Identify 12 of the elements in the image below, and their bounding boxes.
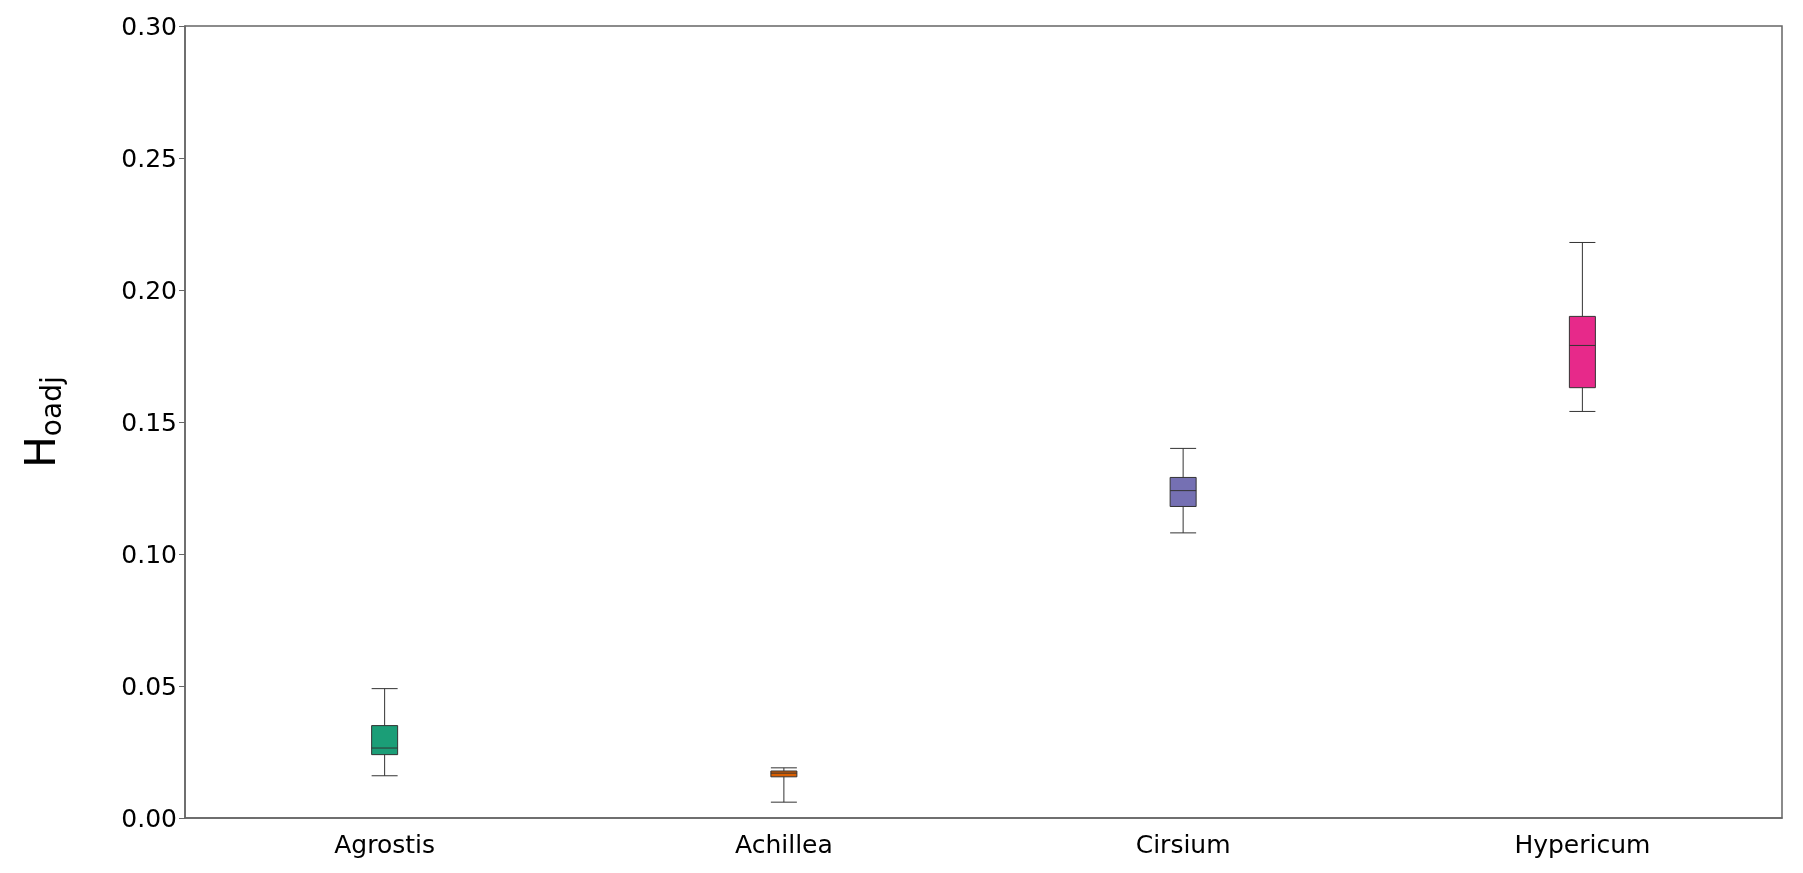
x-tick-label: Hypericum [1514, 830, 1651, 859]
y-tick-label: 0.20 [121, 275, 177, 305]
x-tick-label: Achillea [734, 830, 833, 859]
y-axis-title: Hoadj [15, 376, 68, 468]
y-tick-label: 0.05 [121, 671, 177, 701]
y-tick-label: 0.25 [121, 143, 177, 173]
y-tick-label: 0.00 [121, 803, 177, 833]
y-tick-label: 0.30 [121, 11, 177, 41]
x-tick-label: Cirsium [1135, 830, 1231, 859]
y-tick-label: 0.10 [121, 539, 177, 569]
y-tick-label: 0.15 [121, 407, 177, 437]
x-tick-label: Agrostis [334, 830, 436, 859]
